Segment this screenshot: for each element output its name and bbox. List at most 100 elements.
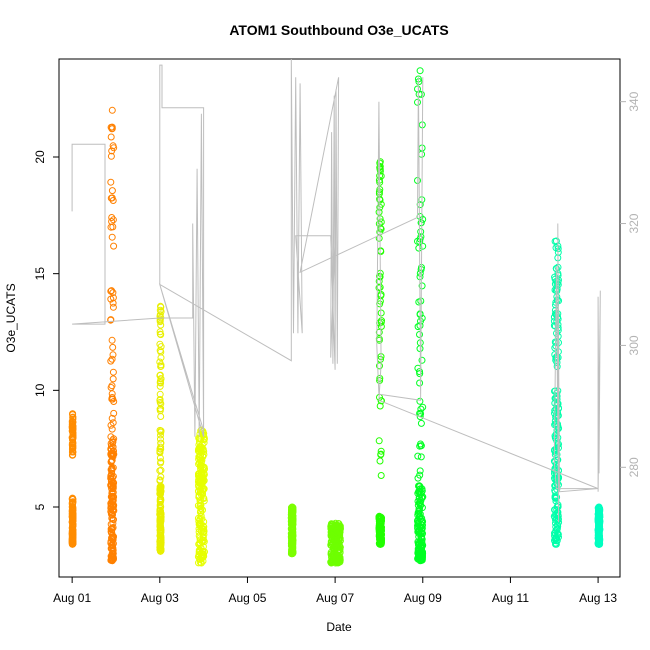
data-point: [376, 362, 383, 370]
data-point: [417, 442, 425, 450]
data-point: [156, 506, 164, 514]
data-point: [157, 542, 165, 550]
data-point: [330, 533, 338, 541]
data-point: [594, 515, 602, 523]
data-point: [109, 531, 116, 539]
data-point: [108, 125, 116, 133]
data-point: [69, 422, 77, 430]
data-point: [69, 418, 77, 426]
data-point: [108, 233, 116, 241]
chart-title: ATOM1 Southbound O3e_UCATS: [229, 22, 448, 38]
x-axis-label: Date: [326, 620, 352, 634]
x-tick-label: Aug 03: [141, 591, 179, 605]
data-point: [69, 414, 77, 422]
y-tick-label: 20: [33, 150, 47, 164]
y-axis-label: O3e_UCATS: [4, 283, 18, 352]
data-point: [418, 517, 426, 525]
data-point: [553, 285, 561, 293]
data-point: [375, 437, 383, 445]
data-point: [415, 90, 423, 98]
data-point: [157, 363, 165, 370]
data-point: [553, 506, 561, 514]
data-point: [157, 510, 165, 518]
data-point: [194, 502, 202, 510]
data-point: [196, 536, 204, 544]
data-point: [109, 511, 116, 519]
data-point: [200, 518, 208, 526]
data-point: [416, 397, 424, 405]
data-point: [553, 503, 561, 511]
data-point: [377, 397, 385, 405]
data-point: [157, 435, 164, 443]
data-point: [416, 370, 424, 378]
data-point: [109, 495, 117, 503]
data-point: [419, 403, 427, 411]
data-point: [197, 559, 205, 567]
band-1: [107, 106, 118, 565]
data-point: [69, 525, 76, 533]
data-point: [418, 150, 426, 158]
data-point: [553, 353, 560, 361]
data-point: [414, 98, 421, 106]
data-point: [336, 523, 344, 531]
y2-tick-label: 280: [627, 457, 641, 477]
data-point: [156, 372, 164, 379]
data-point: [195, 488, 203, 496]
data-point: [196, 516, 204, 524]
y2-tick-label: 320: [627, 213, 641, 233]
data-point: [108, 414, 116, 422]
data-point: [157, 473, 165, 481]
data-point: [195, 492, 203, 500]
x-axis: Aug 01 Aug 03 Aug 05 Aug 07 Aug 09 Aug 11 Aug …: [53, 577, 617, 605]
y2-tick-label: 340: [627, 91, 641, 111]
data-point: [68, 510, 76, 518]
data-point: [414, 237, 421, 245]
data-point: [196, 534, 204, 542]
data-point: [416, 557, 424, 565]
data-point: [197, 470, 205, 478]
x-tick-label: Aug 05: [228, 591, 266, 605]
data-point: [288, 550, 296, 558]
data-point: [108, 557, 116, 565]
data-point: [108, 482, 115, 490]
data-point: [595, 503, 603, 511]
data-point: [69, 512, 76, 520]
data-point: [107, 458, 115, 466]
data-point: [195, 540, 203, 548]
data-point: [69, 533, 77, 541]
data-point: [418, 356, 426, 364]
data-point: [377, 309, 385, 317]
data-point: [110, 242, 118, 250]
data-point: [107, 449, 115, 457]
data-point: [157, 302, 164, 310]
band-2: [156, 302, 165, 555]
data-point: [69, 520, 77, 528]
data-point: [200, 435, 208, 443]
data-point: [156, 390, 164, 398]
data-point: [69, 540, 77, 548]
data-point: [416, 413, 424, 421]
data-point: [109, 299, 117, 307]
data-point: [288, 503, 296, 511]
data-point: [418, 282, 426, 290]
altitude-layer: [71, 58, 601, 523]
data-point: [552, 540, 560, 548]
data-point: [415, 507, 423, 515]
data-point: [156, 497, 164, 505]
data-point: [415, 494, 423, 502]
data-point: [107, 133, 115, 141]
data-point: [201, 548, 208, 556]
data-point: [108, 395, 116, 403]
data-point: [414, 517, 421, 524]
data-point: [197, 463, 205, 471]
data-point: [195, 547, 203, 555]
data-point: [377, 447, 385, 455]
data-point: [109, 536, 116, 544]
data-point: [107, 357, 115, 365]
data-point: [156, 382, 164, 390]
data-point: [157, 547, 164, 555]
data-point: [69, 504, 77, 512]
data-point: [418, 494, 426, 502]
data-point: [288, 513, 295, 521]
